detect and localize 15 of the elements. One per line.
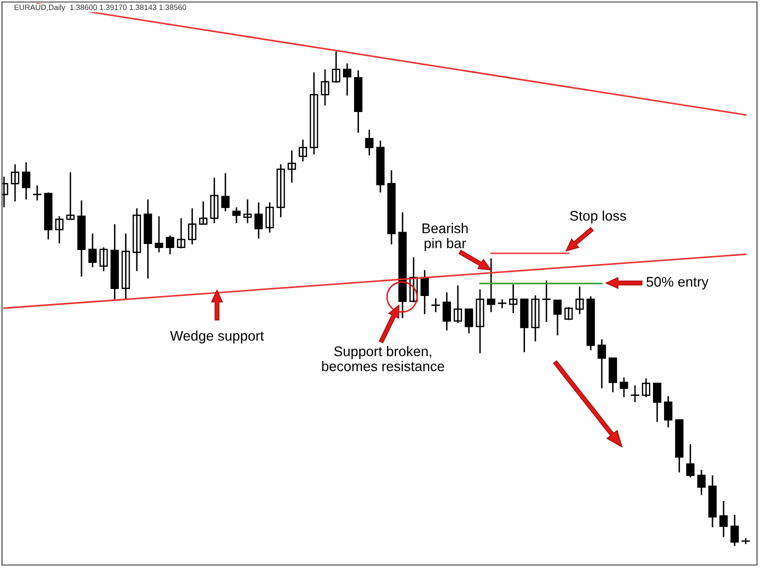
annotation: 50% entry <box>646 276 709 290</box>
annotation: Stop loss <box>570 210 626 224</box>
annotation: Support broken, becomes resistance <box>322 346 444 372</box>
candlestick <box>199 200 208 225</box>
candlestick <box>630 384 640 403</box>
annotation: Bearish pin bar <box>422 223 468 251</box>
candlestick <box>243 198 252 224</box>
candlestick <box>432 298 440 313</box>
candlestick <box>542 280 551 323</box>
candlestick <box>66 172 75 220</box>
annotation: Wedge support <box>170 330 264 344</box>
candlestick <box>288 150 296 184</box>
candlestick <box>509 284 518 314</box>
candlestick <box>486 258 496 313</box>
candlestick <box>232 206 241 224</box>
